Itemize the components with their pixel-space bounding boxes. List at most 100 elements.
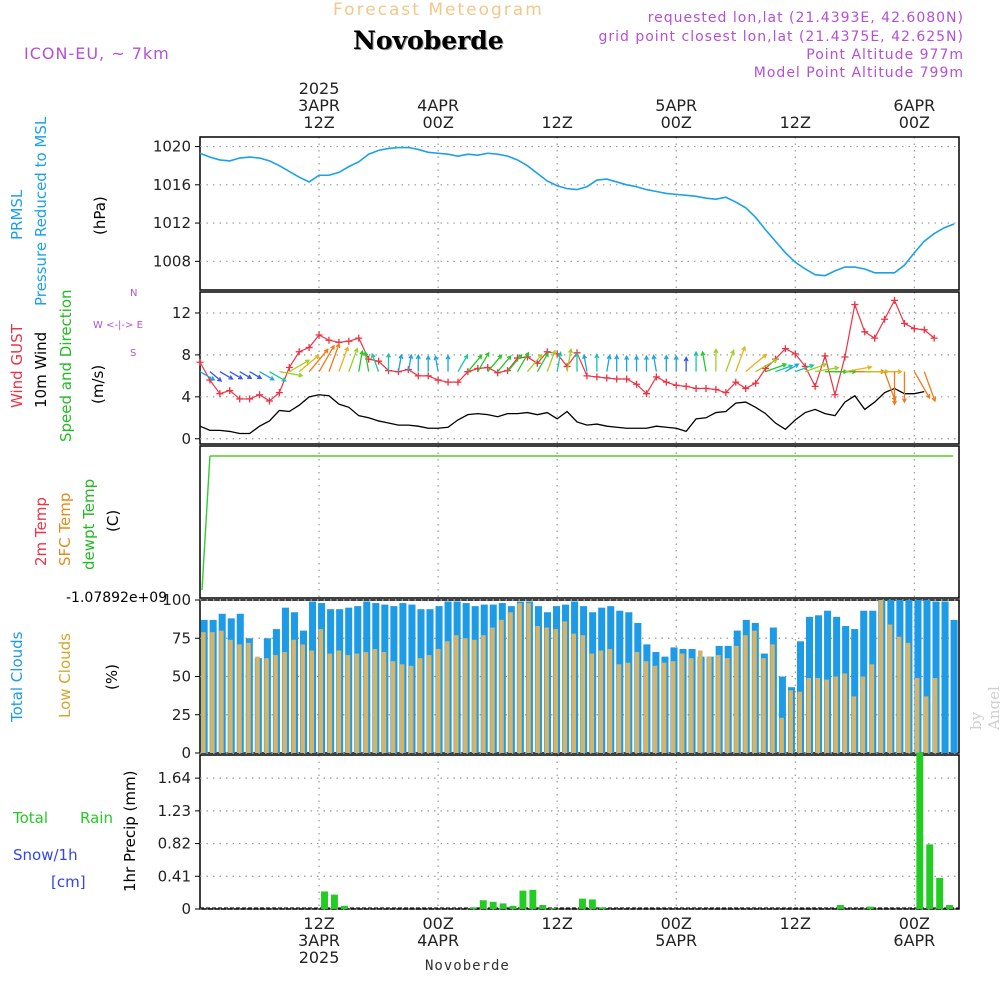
wind-direction-arrow bbox=[775, 364, 794, 373]
wind-direction-arrow bbox=[574, 352, 580, 372]
wind-direction-arrow bbox=[358, 349, 365, 372]
wind-direction-arrow bbox=[445, 354, 451, 372]
gust-marker bbox=[881, 315, 889, 323]
wind-direction-arrow bbox=[892, 371, 897, 406]
y-tick-label: 1.23 bbox=[158, 802, 191, 820]
gust-marker bbox=[742, 384, 750, 392]
time-label-line: 3APR bbox=[298, 96, 340, 115]
low-cloud-bar bbox=[363, 652, 369, 753]
low-cloud-bar bbox=[752, 630, 757, 753]
gust-marker bbox=[831, 391, 839, 399]
total-cloud-bar bbox=[851, 629, 859, 753]
precip-label-rain: Rain bbox=[80, 809, 113, 827]
time-label-line: 00Z bbox=[422, 914, 453, 933]
low-cloud-bar bbox=[354, 653, 360, 753]
gust-marker bbox=[216, 390, 224, 398]
low-cloud-bar bbox=[390, 661, 396, 753]
low-cloud-bar bbox=[201, 632, 206, 753]
low-cloud-bar bbox=[535, 626, 540, 753]
low-cloud-bar bbox=[679, 653, 685, 753]
gust-marker bbox=[375, 357, 383, 365]
low-cloud-bar bbox=[336, 650, 342, 753]
low-cloud-bar bbox=[417, 658, 423, 753]
wind-direction-arrow bbox=[566, 347, 573, 372]
precip-bar bbox=[539, 905, 547, 909]
low-cloud-bar bbox=[923, 696, 929, 753]
gust-marker bbox=[305, 344, 313, 352]
low-cloud-bar bbox=[517, 603, 522, 753]
low-cloud-bar bbox=[806, 678, 811, 753]
y-tick-label: 25 bbox=[172, 706, 191, 724]
y-tick-label: 1.64 bbox=[158, 769, 191, 787]
wind-direction-arrow bbox=[795, 363, 815, 373]
compass-n: N bbox=[130, 288, 138, 299]
time-label-line: 2025 bbox=[299, 79, 340, 98]
gust-marker bbox=[821, 352, 829, 360]
wind-direction-arrow bbox=[536, 352, 549, 372]
wind-direction-arrow bbox=[239, 371, 253, 379]
time-label-line: 4APR bbox=[417, 96, 459, 115]
y-tick-label: 0.41 bbox=[158, 867, 191, 885]
precip-bar bbox=[519, 890, 527, 909]
low-cloud-bar bbox=[426, 655, 432, 753]
time-label-line: 3APR bbox=[298, 931, 340, 950]
low-cloud-bar bbox=[707, 656, 712, 753]
gust-marker bbox=[752, 379, 760, 387]
low-cloud-bar bbox=[508, 612, 513, 753]
y-tick-label: 12 bbox=[172, 304, 191, 322]
y-tick-label: 1020 bbox=[153, 138, 191, 156]
gust-marker bbox=[652, 373, 660, 381]
low-cloud-bar bbox=[815, 678, 821, 753]
gust-marker bbox=[662, 378, 670, 386]
time-label-line: 12Z bbox=[542, 113, 573, 132]
y-tick-label: 0 bbox=[181, 900, 191, 918]
model-label: ICON-EU, ~ 7km bbox=[24, 44, 170, 63]
bottom-time-label: 12Z bbox=[780, 914, 811, 933]
wind-direction-arrow bbox=[923, 371, 937, 403]
low-cloud-bar bbox=[273, 655, 278, 753]
time-label-line: 12Z bbox=[303, 914, 334, 933]
precip-label-cm: [cm] bbox=[51, 873, 86, 891]
gust-marker bbox=[791, 350, 799, 358]
y-tick-label: 75 bbox=[172, 629, 191, 647]
wind-direction-arrow bbox=[397, 353, 404, 372]
precip-bar bbox=[469, 907, 477, 909]
gust-marker bbox=[623, 375, 631, 383]
wind-direction-arrow bbox=[219, 371, 234, 380]
top-time-label: 2025 3APR 12Z bbox=[298, 79, 340, 132]
low-cloud-bar bbox=[228, 639, 233, 753]
requested-coords: requested lon,lat (21.4393E, 42.6080N) bbox=[647, 10, 964, 26]
total-cloud-bar bbox=[923, 600, 931, 753]
low-cloud-bar bbox=[598, 650, 604, 753]
wind-direction-arrow bbox=[624, 354, 630, 372]
compass-s: S bbox=[130, 348, 137, 359]
wind-direction-arrow bbox=[874, 369, 903, 375]
wind-direction-arrow bbox=[318, 344, 335, 372]
low-cloud-bar bbox=[589, 653, 595, 753]
low-cloud-bar bbox=[282, 652, 287, 753]
gust-marker bbox=[434, 376, 442, 384]
time-label-line: 00Z bbox=[899, 113, 930, 132]
bottom-time-label: 12Z bbox=[542, 914, 573, 933]
precip-bar bbox=[579, 898, 586, 909]
gust-marker bbox=[712, 385, 720, 393]
total-cloud-bar bbox=[932, 601, 940, 753]
low-cloud-bar bbox=[625, 662, 631, 753]
low-cloud-bar bbox=[689, 658, 694, 753]
y-tick-label: 1008 bbox=[153, 252, 191, 270]
low-cloud-bar bbox=[779, 717, 784, 753]
gust-marker bbox=[900, 319, 908, 327]
low-cloud-bar bbox=[842, 673, 848, 753]
wind-direction-arrow bbox=[487, 354, 503, 373]
wind-direction-arrow bbox=[249, 371, 263, 379]
meteogram-title: Forecast Meteogram bbox=[333, 0, 544, 20]
low-cloud-bar bbox=[634, 652, 640, 753]
wind-direction-arrow bbox=[497, 354, 512, 373]
panel-frame-r bbox=[199, 754, 960, 910]
gust-marker bbox=[603, 374, 611, 382]
wind-direction-arrow bbox=[199, 371, 216, 381]
wind-direction-arrow bbox=[279, 371, 304, 378]
low-cloud-bar bbox=[896, 636, 902, 753]
wind-direction-arrow bbox=[370, 352, 380, 372]
y-tick-label: 8 bbox=[181, 346, 191, 364]
